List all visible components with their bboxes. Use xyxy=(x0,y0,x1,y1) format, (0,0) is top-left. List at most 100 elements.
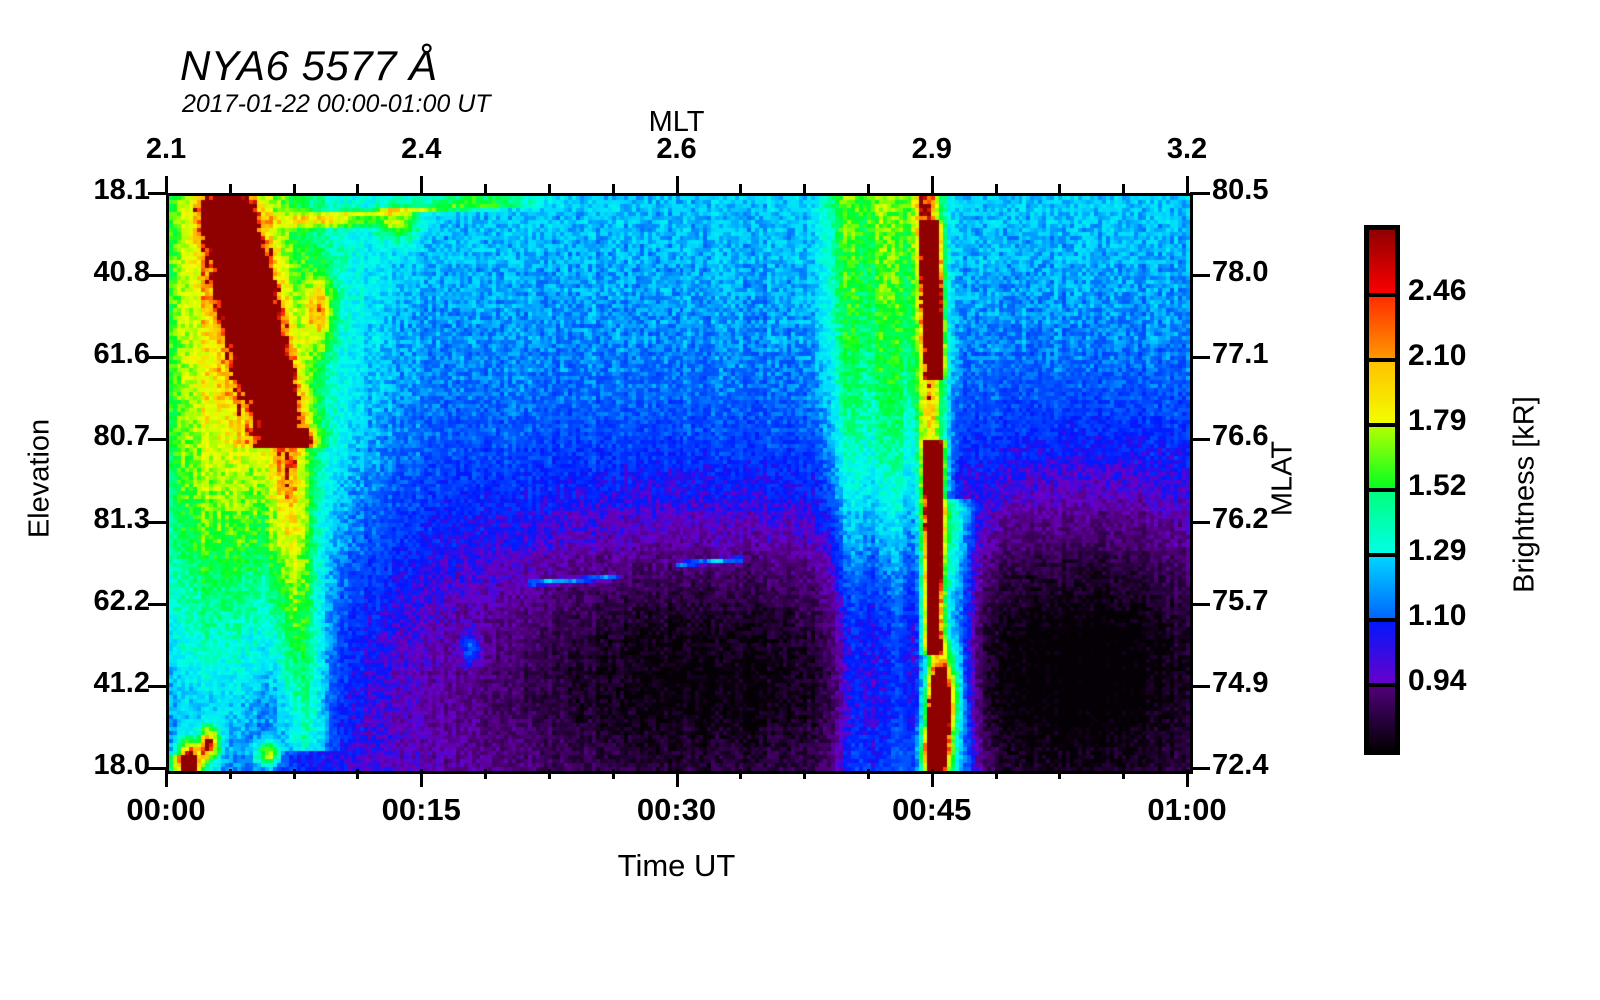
right-axis-major-tick xyxy=(1190,356,1210,360)
top-axis-minor-tick xyxy=(994,184,998,194)
bottom-axis-ticklabel: 00:45 xyxy=(892,792,972,827)
bottom-axis-ticklabel: 00:00 xyxy=(126,792,206,827)
top-axis-minor-tick xyxy=(484,184,488,194)
bottom-axis-minor-tick xyxy=(994,769,998,779)
top-axis-major-tick xyxy=(165,176,168,194)
colorbar-divider xyxy=(1364,683,1400,687)
top-axis-major-tick xyxy=(675,176,679,194)
top-axis-minor-tick xyxy=(739,184,743,194)
top-axis-minor-tick xyxy=(1058,184,1062,194)
bottom-axis-ticklabel: 00:15 xyxy=(381,792,461,827)
colorbar-segment[interactable] xyxy=(1369,555,1395,620)
right-axis-ticklabel: 74.9 xyxy=(1212,666,1269,699)
colorbar-ticklabel: 2.10 xyxy=(1408,339,1467,372)
colorbar-segment[interactable] xyxy=(1369,295,1395,360)
keogram-plot-area[interactable] xyxy=(166,193,1193,774)
left-axis-ticklabel: 81.3 xyxy=(93,502,150,535)
top-axis-title: MLT xyxy=(648,106,705,138)
left-axis-ticklabel: 61.6 xyxy=(93,338,150,371)
colorbar-segment[interactable] xyxy=(1369,490,1395,555)
bottom-axis-minor-tick xyxy=(484,769,488,779)
top-axis-ticklabel: 3.2 xyxy=(1166,133,1208,165)
left-axis-ticklabel: 18.1 xyxy=(93,174,150,206)
left-axis-major-tick xyxy=(148,438,168,442)
colorbar-ticklabel: 2.46 xyxy=(1408,274,1467,307)
top-axis-ticklabel: 2.6 xyxy=(656,133,697,165)
left-axis-major-tick xyxy=(148,767,168,770)
left-axis-ticklabel: 62.2 xyxy=(93,584,150,617)
left-axis-ticklabel: 41.2 xyxy=(93,666,150,699)
colorbar-divider xyxy=(1364,618,1400,622)
bottom-axis-major-tick xyxy=(930,769,934,787)
right-axis-ticklabel: 72.4 xyxy=(1212,749,1269,781)
right-axis-major-tick xyxy=(1190,767,1210,770)
bottom-axis-minor-tick xyxy=(1058,769,1062,779)
bottom-axis-minor-tick xyxy=(1122,769,1126,779)
left-axis-ticklabel: 80.7 xyxy=(93,420,150,453)
colorbar-title: Brightness [kR] xyxy=(1508,396,1541,593)
right-axis-major-tick xyxy=(1190,684,1210,688)
colorbar-segment[interactable] xyxy=(1369,360,1395,425)
bottom-axis-minor-tick xyxy=(611,769,615,779)
top-axis-ticklabel: 2.9 xyxy=(911,133,952,165)
right-axis-ticklabel: 76.6 xyxy=(1212,420,1269,453)
bottom-axis-minor-tick xyxy=(739,769,743,779)
left-axis-title: Elevation xyxy=(23,418,56,539)
bottom-axis-minor-tick xyxy=(547,769,551,779)
page-title: NYA6 5577 Å xyxy=(180,42,438,89)
bottom-axis-major-tick xyxy=(675,769,679,787)
top-axis-major-tick xyxy=(930,176,934,194)
left-axis-major-tick xyxy=(148,520,168,524)
top-axis-minor-tick xyxy=(611,184,615,194)
left-axis-ticklabel: 40.8 xyxy=(93,256,150,289)
colorbar-segment[interactable] xyxy=(1369,425,1395,490)
top-axis-minor-tick xyxy=(292,184,296,194)
bottom-axis-minor-tick xyxy=(228,769,232,779)
top-axis-major-tick xyxy=(1186,176,1189,194)
right-axis-ticklabel: 75.7 xyxy=(1212,584,1269,617)
colorbar-segment[interactable] xyxy=(1369,230,1395,295)
colorbar-segment[interactable] xyxy=(1369,685,1395,750)
bottom-axis-ticklabel: 01:00 xyxy=(1147,792,1227,827)
bottom-axis-title: Time UT xyxy=(617,848,736,883)
bottom-axis-major-tick xyxy=(1186,769,1189,787)
right-axis-major-tick xyxy=(1190,274,1210,278)
left-axis-major-tick xyxy=(148,684,168,688)
top-axis-minor-tick xyxy=(803,184,807,194)
colorbar-ticklabel: 1.29 xyxy=(1408,534,1467,567)
bottom-axis-minor-tick xyxy=(803,769,807,779)
right-axis-ticklabel: 76.2 xyxy=(1212,502,1269,535)
top-axis-ticklabel: 2.4 xyxy=(401,133,442,165)
right-axis-major-tick xyxy=(1190,602,1210,606)
left-axis-major-tick xyxy=(148,192,168,195)
top-axis-minor-tick xyxy=(1122,184,1126,194)
right-axis-ticklabel: 78.0 xyxy=(1212,256,1269,289)
colorbar-divider xyxy=(1364,488,1400,492)
left-axis-ticklabel: 18.0 xyxy=(93,749,150,781)
top-axis-minor-tick xyxy=(547,184,551,194)
bottom-axis-minor-tick xyxy=(866,769,870,779)
top-axis-ticklabel: 2.1 xyxy=(145,133,187,165)
colorbar-divider xyxy=(1364,553,1400,557)
right-axis-major-tick xyxy=(1190,438,1210,442)
bottom-axis-ticklabel: 00:30 xyxy=(636,792,717,827)
colorbar-divider xyxy=(1364,423,1400,427)
colorbar-ticklabel: 1.10 xyxy=(1408,599,1467,632)
bottom-axis-major-tick xyxy=(165,769,168,787)
page-subtitle: 2017-01-22 00:00-01:00 UT xyxy=(182,90,491,118)
bottom-axis-minor-tick xyxy=(356,769,360,779)
keogram-image xyxy=(169,196,1190,771)
colorbar-ticklabel: 1.52 xyxy=(1408,469,1467,502)
left-axis-major-tick xyxy=(148,274,168,278)
left-axis-major-tick xyxy=(148,356,168,360)
right-axis-major-tick xyxy=(1190,520,1210,524)
right-axis-title: MLAT xyxy=(1266,440,1299,517)
right-axis-ticklabel: 80.5 xyxy=(1212,174,1269,206)
bottom-axis-minor-tick xyxy=(292,769,296,779)
colorbar-divider xyxy=(1364,293,1400,297)
bottom-axis-major-tick xyxy=(420,769,424,787)
left-axis-major-tick xyxy=(148,602,168,606)
right-axis-major-tick xyxy=(1190,192,1210,195)
colorbar-segment[interactable] xyxy=(1369,620,1395,685)
top-axis-minor-tick xyxy=(356,184,360,194)
